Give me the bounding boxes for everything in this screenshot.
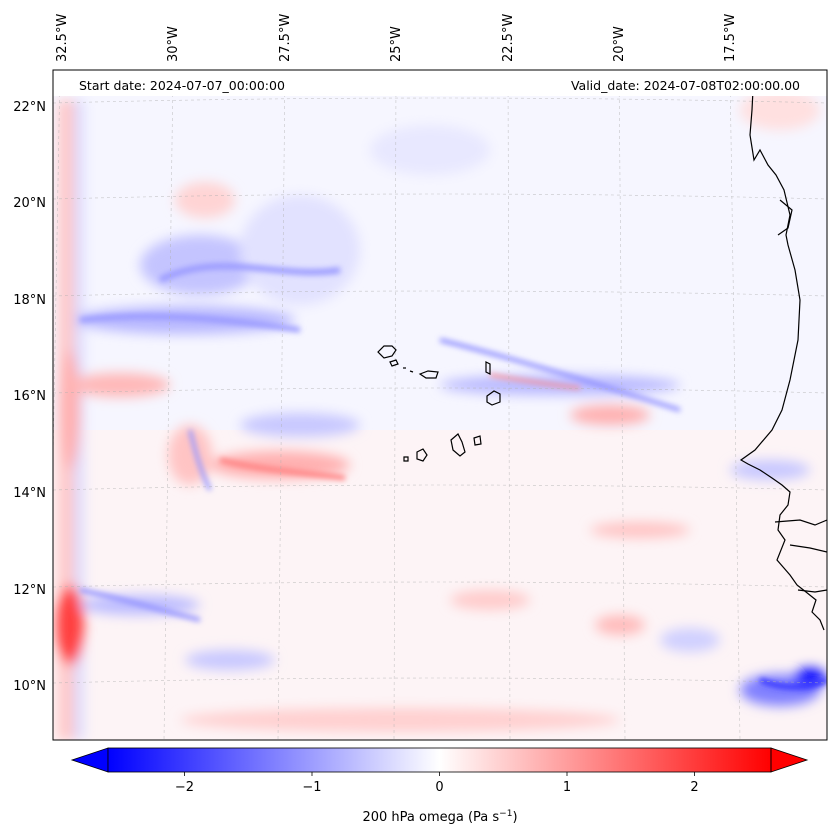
colorbar: −2 −1 0 1 2 200 hPa omega (Pa s−1) (70, 747, 809, 825)
colorbar-extend-min (70, 747, 109, 773)
colorbar-tick-label: −1 (302, 780, 321, 795)
colorbar-label: 200 hPa omega (Pa s−1) (362, 809, 517, 825)
omega-field (53, 90, 827, 740)
coastlines (377, 70, 827, 631)
header-strip (53, 70, 827, 96)
island-santo-antao (377, 345, 397, 359)
coastline-africa (739, 70, 825, 631)
island-sal (485, 361, 491, 375)
colorbar-extend-max (770, 747, 809, 773)
lon-label: 17.5°W (723, 14, 738, 62)
lon-label: 27.5°W (278, 14, 293, 62)
lat-label: 22°N (13, 100, 46, 115)
lat-label: 10°N (13, 679, 46, 694)
lat-label: 20°N (13, 196, 46, 211)
colorbar-label-text: 200 hPa omega (Pa s (362, 810, 499, 825)
colorbar-label-close: ) (512, 810, 517, 825)
island-santiago (450, 433, 466, 457)
lon-label: 20°W (612, 26, 627, 62)
colorbar-tick-label: 1 (563, 780, 571, 795)
lat-label: 14°N (13, 486, 46, 501)
lon-label: 32.5°W (55, 14, 70, 62)
colorbar-tick-label: −2 (175, 780, 194, 795)
island-maio (473, 435, 482, 446)
island-brava (403, 456, 409, 462)
island-sao-nicolau (418, 370, 439, 379)
start-date-label: Start date: 2024-07-07_00:00:00 (79, 78, 285, 93)
lat-label: 12°N (13, 583, 46, 598)
colorbar-label-exponent: −1 (499, 809, 512, 819)
map-panel: Start date: 2024-07-07_00:00:00 Valid_da… (52, 69, 828, 741)
lon-label: 22.5°W (501, 14, 516, 62)
lon-label: 25°W (389, 26, 404, 62)
island-sao-vicente (389, 359, 399, 367)
gridlines (53, 70, 827, 740)
colorbar-ticks: −2 −1 0 1 2 (175, 772, 699, 795)
island-boa-vista (486, 390, 501, 406)
lat-label: 18°N (13, 293, 46, 308)
lat-label: 16°N (13, 389, 46, 404)
colorbar-gradient (108, 748, 771, 772)
lon-label: 30°W (166, 26, 181, 62)
colorbar-tick-label: 0 (435, 780, 443, 795)
colorbar-tick-label: 2 (690, 780, 698, 795)
island-fogo (416, 448, 428, 462)
lon-labels: 32.5°W 30°W 27.5°W 25°W 22.5°W 20°W 17.5… (55, 14, 738, 62)
map-frame (52, 69, 828, 741)
lat-labels: 22°N 20°N 18°N 16°N 14°N 12°N 10°N (13, 100, 46, 694)
valid-date-label: Valid_date: 2024-07-08T02:00:00.00 (571, 78, 800, 93)
